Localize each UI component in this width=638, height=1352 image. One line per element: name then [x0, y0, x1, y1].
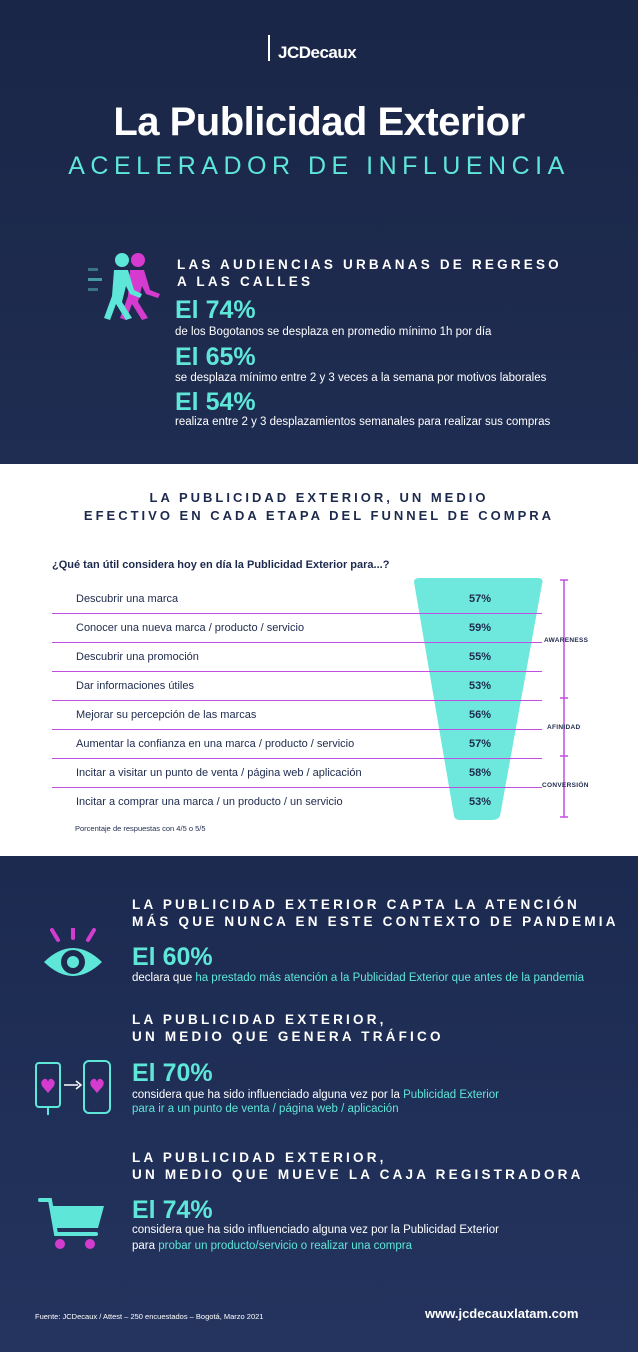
attention-heading: LA PUBLICIDAD EXTERIOR CAPTA LA ATENCIÓN… — [132, 897, 619, 929]
funnel-row: Aumentar la confianza en una marca / pro… — [52, 729, 542, 759]
traffic-heading: LA PUBLICIDAD EXTERIOR, UN MEDIO QUE GEN… — [132, 1012, 444, 1044]
website-link[interactable]: www.jcdecauxlatam.com — [425, 1306, 579, 1321]
funnel-shape — [414, 578, 568, 820]
cash-value: El 74% — [132, 1196, 213, 1224]
eye-icon — [44, 928, 102, 976]
page-title: La Publicidad Exterior — [113, 100, 525, 144]
traffic-text: considera que ha sido influenciado algun… — [132, 1089, 499, 1115]
insights-section: LA PUBLICIDAD EXTERIOR CAPTA LA ATENCIÓN… — [0, 856, 638, 1352]
stage-conversion-label: CONVERSIÓN — [542, 782, 589, 789]
stat-text: de los Bogotanos se desplaza en promedio… — [175, 326, 492, 338]
funnel-row: Mejorar su percepción de las marcas — [52, 700, 542, 730]
stat-text: se desplaza mínimo entre 2 y 3 veces a l… — [175, 372, 547, 384]
stage-afinidad-label: AFINIDAD — [547, 724, 581, 731]
stat-text: realiza entre 2 y 3 desplazamientos sema… — [175, 416, 551, 428]
funnel-row: Descubrir una promoción — [52, 642, 542, 672]
stat-value: El 65% — [175, 343, 256, 371]
chart-note: Porcentaje de respuestas con 4/5 o 5/5 — [75, 824, 206, 833]
header-section: JCDecaux La Publicidad Exterior ACELERAD… — [0, 0, 638, 464]
funnel-value: 57% — [468, 593, 492, 605]
logo-text: JCDecaux — [278, 43, 357, 62]
jcdecaux-logo: JCDecaux — [268, 35, 378, 65]
funnel-value: 58% — [468, 767, 492, 779]
funnel-value: 55% — [468, 651, 492, 663]
audiences-heading: LAS AUDIENCIAS URBANAS DE REGRESO A LAS … — [177, 257, 562, 289]
page-subtitle: ACELERADOR DE INFLUENCIA — [68, 152, 570, 180]
cash-heading: LA PUBLICIDAD EXTERIOR, UN MEDIO QUE MUE… — [132, 1150, 584, 1182]
funnel-value: 56% — [468, 709, 492, 721]
stat-value: El 54% — [175, 388, 256, 416]
attention-value: El 60% — [132, 943, 213, 971]
cash-text: considera que ha sido influenciado algun… — [132, 1224, 499, 1252]
screen-to-phone-icon — [35, 1060, 111, 1115]
funnel-row: Incitar a comprar una marca / un product… — [76, 796, 343, 808]
funnel-row: Conocer una nueva marca / producto / ser… — [52, 613, 542, 643]
funnel-section: LA PUBLICIDAD EXTERIOR, UN MEDIO EFECTIV… — [0, 464, 638, 856]
shopping-cart-icon — [38, 1198, 104, 1249]
funnel-row: Descubrir una marca — [52, 584, 542, 614]
walking-people-icon — [88, 253, 160, 320]
stat-value: El 74% — [175, 296, 256, 324]
survey-question: ¿Qué tan útil considera hoy en día la Pu… — [52, 559, 390, 571]
funnel-heading: LA PUBLICIDAD EXTERIOR, UN MEDIO EFECTIV… — [83, 490, 555, 523]
stage-awareness-label: AWARENESS — [544, 637, 589, 644]
funnel-value: 59% — [468, 622, 492, 634]
attention-text: declara que ha prestado más atención a l… — [132, 972, 585, 984]
funnel-value: 53% — [468, 796, 492, 808]
traffic-value: El 70% — [132, 1059, 213, 1087]
footer-source: Fuente: JCDecaux / Attest – 250 encuesta… — [35, 1312, 264, 1321]
funnel-value: 57% — [468, 738, 492, 750]
funnel-row: Dar informaciones útiles — [52, 671, 542, 701]
funnel-row: Incitar a visitar un punto de venta / pá… — [52, 758, 542, 788]
funnel-value: 53% — [468, 680, 492, 692]
